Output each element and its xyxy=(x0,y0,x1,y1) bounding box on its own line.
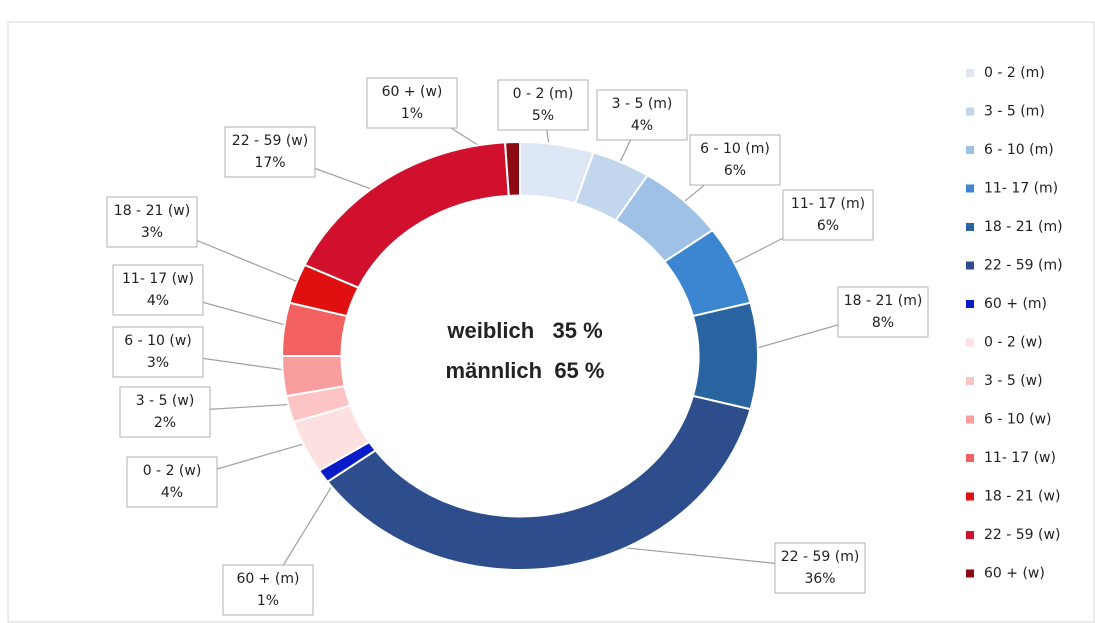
data-label-name: 6 - 10 (w) xyxy=(124,333,192,349)
legend-label: 18 - 21 (m) xyxy=(984,219,1063,235)
legend-label: 11- 17 (m) xyxy=(984,181,1058,197)
label-box xyxy=(222,564,314,616)
data-label-name: 3 - 5 (m) xyxy=(612,96,673,112)
data-label-name: 22 - 59 (m) xyxy=(781,549,860,565)
legend-label: 3 - 5 (m) xyxy=(984,104,1045,120)
data-label-name: 0 - 2 (m) xyxy=(513,86,574,102)
legend-label: 0 - 2 (m) xyxy=(984,65,1045,81)
data-label: 3% xyxy=(147,355,169,371)
data-label-name: 11- 17 (w) xyxy=(122,271,194,287)
legend-label: 6 - 10 (m) xyxy=(984,142,1054,158)
data-label: 6% xyxy=(817,218,839,234)
legend-swatch xyxy=(966,569,974,578)
data-label: 8% xyxy=(872,315,894,331)
legend-label: 6 - 10 (w) xyxy=(984,412,1052,428)
chart-frame xyxy=(7,21,1095,623)
data-label-name: 22 - 59 (w) xyxy=(232,133,308,149)
data-label: 2% xyxy=(154,415,176,431)
donut-segment xyxy=(691,301,759,411)
legend-label: 60 + (w) xyxy=(984,566,1045,582)
legend-swatch xyxy=(966,454,974,462)
legend-swatch xyxy=(966,184,974,193)
data-label-name: 18 - 21 (w) xyxy=(114,203,190,219)
legend-label: 3 - 5 (w) xyxy=(984,373,1043,389)
label-box xyxy=(497,79,589,131)
label-box xyxy=(366,77,458,129)
label-box xyxy=(126,456,218,508)
data-label: 4% xyxy=(161,485,183,501)
data-label: 4% xyxy=(147,293,169,309)
data-label-name: 60 + (m) xyxy=(236,571,299,587)
donut-segment xyxy=(303,141,510,289)
label-box xyxy=(112,264,204,316)
legend-swatch xyxy=(966,415,974,424)
data-label: 1% xyxy=(401,106,423,122)
legend-swatch xyxy=(966,146,974,154)
label-box xyxy=(224,126,316,178)
data-label: 3% xyxy=(141,225,163,241)
legend-swatch xyxy=(966,107,974,116)
data-label-name: 0 - 2 (w) xyxy=(143,463,202,479)
label-box xyxy=(596,89,688,141)
data-label-name: 60 + (w) xyxy=(382,84,443,100)
legend-label: 11- 17 (w) xyxy=(984,450,1056,466)
annotation: weiblich 35 % xyxy=(446,318,602,343)
legend-swatch xyxy=(966,300,974,308)
data-label-name: 3 - 5 (w) xyxy=(136,393,195,409)
data-label-name: 18 - 21 (m) xyxy=(844,293,923,309)
label-box xyxy=(689,134,781,186)
legend-label: 60 + (m) xyxy=(984,296,1047,312)
annotation: männlich 65 % xyxy=(446,358,605,383)
data-label: 17% xyxy=(254,155,285,171)
legend-swatch xyxy=(966,223,974,231)
legend-label: 22 - 59 (w) xyxy=(984,527,1060,543)
donut-segment xyxy=(503,140,521,197)
legend-swatch xyxy=(966,377,974,385)
data-label: 4% xyxy=(631,118,653,134)
label-box xyxy=(112,326,204,378)
label-box xyxy=(782,189,874,241)
legend-label: 0 - 2 (w) xyxy=(984,335,1043,351)
donut-segment xyxy=(325,394,752,571)
data-label: 36% xyxy=(804,571,835,587)
data-label: 6% xyxy=(724,163,746,179)
label-box xyxy=(774,542,866,594)
legend-swatch xyxy=(966,531,974,539)
legend-swatch xyxy=(966,492,974,501)
data-label: 5% xyxy=(532,108,554,124)
legend-label: 18 - 21 (w) xyxy=(984,489,1060,505)
data-label: 1% xyxy=(257,593,279,609)
label-box xyxy=(106,196,198,248)
data-label-name: 11- 17 (m) xyxy=(791,196,865,212)
legend-label: 22 - 59 (m) xyxy=(984,258,1063,274)
legend-swatch xyxy=(966,69,974,77)
label-box xyxy=(837,286,929,338)
label-box xyxy=(119,386,211,438)
legend-swatch xyxy=(966,261,974,270)
data-label-name: 6 - 10 (m) xyxy=(700,141,770,157)
legend-swatch xyxy=(966,338,974,347)
